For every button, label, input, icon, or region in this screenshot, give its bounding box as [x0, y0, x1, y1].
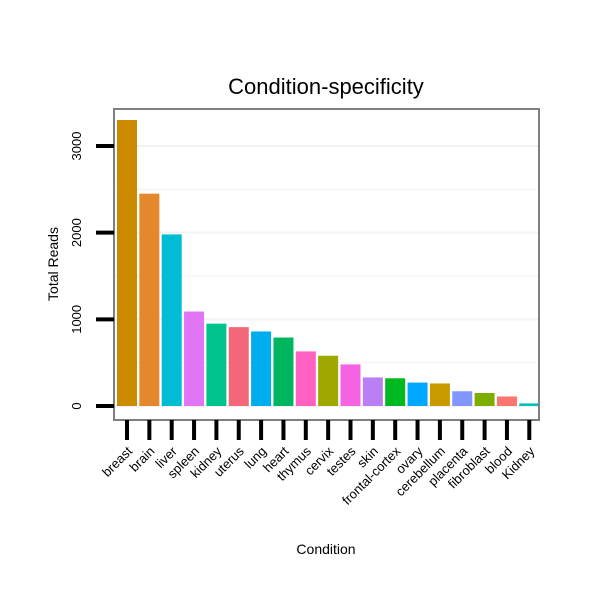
- bar-liver: [161, 234, 182, 406]
- bar-ovary: [407, 382, 428, 406]
- y-tick-label: 2000: [69, 218, 84, 247]
- bar-fibroblast: [474, 393, 495, 406]
- y-tick-label: 0: [69, 402, 84, 409]
- bar-placenta: [452, 391, 473, 406]
- bar-brain: [139, 193, 160, 406]
- y-axis-title: Total Reads: [45, 227, 61, 301]
- x-axis-title: Condition: [296, 541, 355, 557]
- bar-spleen: [184, 311, 205, 406]
- y-tick-label: 1000: [69, 305, 84, 334]
- bar-breast: [117, 120, 137, 406]
- bar-kidney: [519, 403, 540, 406]
- bar-uterus: [228, 327, 249, 406]
- bar-kidney: [206, 323, 227, 406]
- y-tick-label: 3000: [69, 132, 84, 161]
- bar-thymus: [295, 351, 316, 406]
- bar-cervix: [318, 355, 339, 406]
- bars: [117, 120, 540, 406]
- chart-title: Condition-specificity: [228, 74, 424, 99]
- bar-blood: [496, 396, 517, 406]
- bar-lung: [251, 331, 272, 406]
- bar-testes: [340, 364, 361, 406]
- y-axis: 0 1000 2000 3000: [69, 132, 114, 410]
- bar-heart: [273, 337, 294, 406]
- x-axis: breastbrainliverspleenkidneyuteruslunghe…: [99, 420, 538, 508]
- bar-cerebellum: [429, 383, 450, 406]
- bar-skin: [362, 377, 383, 406]
- bar-frontal-cortex: [385, 378, 406, 406]
